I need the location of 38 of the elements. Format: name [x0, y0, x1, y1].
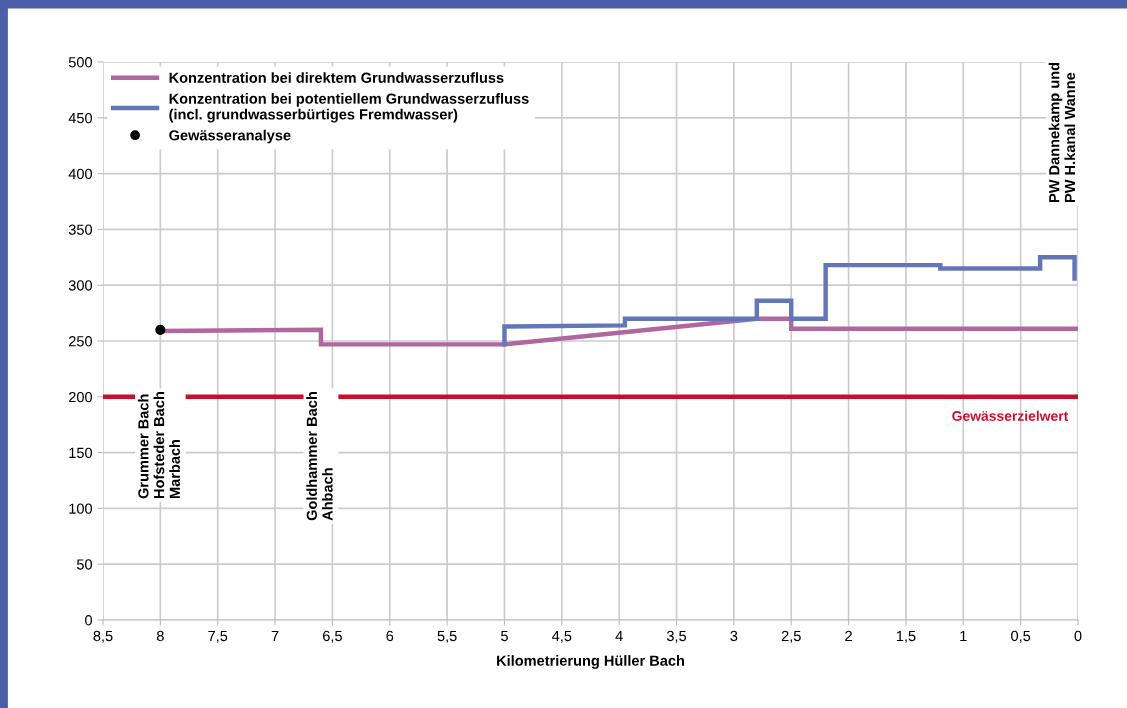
x-tick-label: 5 — [501, 630, 508, 642]
annotation: Grummer Bach Hofsteder Bach Marbach — [137, 392, 180, 499]
x-tick-label: 3 — [730, 630, 738, 642]
legend-label: Konzentration bei direktem Grundwasserzufluss — [169, 72, 504, 83]
x-tick-label: 1,5 — [896, 630, 916, 643]
legend-label: Gewässeranalyse — [169, 129, 291, 144]
annotation: Goldhammer Bach Ahbach — [306, 392, 333, 521]
legend-label: Konzentration bei potentiellem Grundwasserzufluss (incl. grundwasserbürtiges Fremdwasser) — [169, 93, 529, 123]
y-tick-label: 450 — [68, 112, 93, 124]
y-tick-label: 50 — [76, 559, 93, 570]
x-tick-label: 4,5 — [552, 630, 572, 643]
x-tick-label: 0,5 — [1011, 630, 1031, 643]
annotation: PW Dannekamp und PW H.kanal Wanne — [1048, 62, 1076, 202]
x-tick-label: 2 — [845, 630, 852, 641]
x-tick-label: 0 — [1074, 630, 1082, 642]
x-tick-label: 7 — [271, 630, 279, 641]
y-tick-label: 500 — [68, 57, 93, 68]
line-series — [502, 255, 1077, 347]
y-tick-label: 100 — [69, 503, 93, 514]
x-tick-label: 8,5 — [93, 630, 113, 643]
x-tick-label: 1 — [960, 630, 967, 641]
x-tick-label: 5,5 — [437, 630, 457, 643]
x-tick-label: 3,5 — [666, 630, 687, 643]
x-tick-label: 6,5 — [323, 630, 342, 643]
y-tick-label: 200 — [68, 391, 93, 403]
x-tick-label: 2,5 — [781, 630, 801, 643]
x-tick-label: 6 — [386, 630, 394, 642]
y-tick-label: 300 — [68, 280, 93, 291]
y-tick-label: 250 — [68, 336, 93, 347]
y-tick-label: 150 — [69, 447, 93, 459]
y-tick-label: 0 — [85, 615, 93, 626]
y-tick-label: 400 — [68, 168, 93, 180]
y-tick-label: 350 — [68, 224, 93, 235]
x-axis-title: Kilometrierung Hüller Bach — [497, 655, 684, 669]
x-tick-label: 7,5 — [208, 630, 228, 643]
x-tick-label: 4 — [615, 630, 623, 641]
ref-line-label: Gewässerzielwert — [952, 410, 1069, 421]
x-tick-label: 8 — [156, 630, 164, 642]
